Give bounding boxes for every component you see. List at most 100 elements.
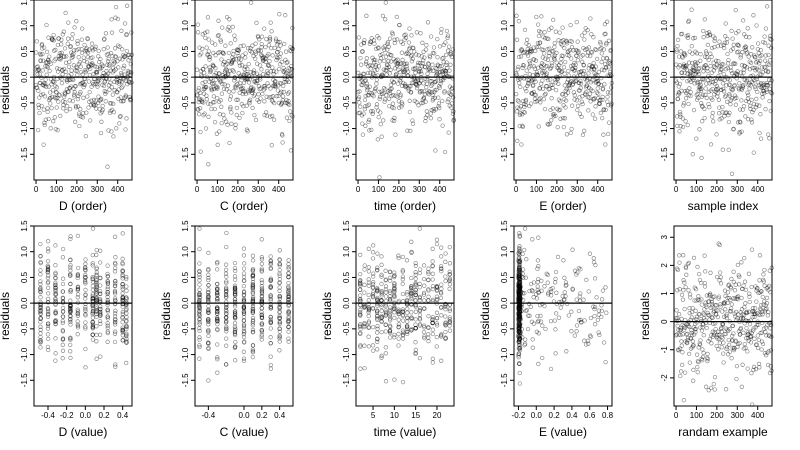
data-point [405, 306, 410, 311]
data-point [123, 127, 128, 132]
data-point [395, 94, 400, 99]
data-point [95, 84, 100, 89]
data-point [122, 21, 128, 26]
data-point [719, 116, 724, 121]
data-point [209, 86, 215, 92]
data-point [204, 97, 209, 102]
data-point [44, 72, 49, 77]
data-point [588, 80, 594, 85]
data-point [120, 75, 126, 81]
data-point [430, 331, 436, 337]
data-point [736, 49, 741, 54]
data-point [360, 80, 366, 85]
data-point [578, 85, 583, 91]
y-tick-label: 1.5 [500, 0, 509, 6]
data-point [592, 71, 597, 76]
y-tick-label: 0.5 [342, 45, 351, 57]
y-tick-label: 0.0 [342, 297, 351, 309]
data-point [36, 67, 42, 72]
scatter-points [357, 226, 453, 385]
data-point [110, 53, 115, 59]
data-point [556, 108, 561, 113]
data-point [209, 88, 214, 93]
data-point [439, 68, 445, 74]
data-point [729, 302, 734, 307]
data-point [761, 272, 766, 277]
data-point [116, 96, 121, 102]
data-point [555, 65, 561, 71]
data-point [702, 17, 707, 22]
data-point [219, 57, 224, 62]
data-point [241, 253, 247, 258]
data-point [38, 345, 43, 350]
data-point [107, 62, 112, 67]
data-point [396, 105, 402, 110]
data-point [361, 40, 367, 46]
data-point [417, 67, 422, 72]
data-point [63, 100, 68, 105]
x-tick-label: -0.4 [41, 411, 55, 420]
data-point [577, 95, 582, 100]
data-point [540, 355, 545, 361]
data-point [676, 84, 681, 89]
data-point [584, 83, 589, 88]
data-point [101, 47, 106, 52]
data-point [75, 104, 81, 109]
data-point [525, 83, 530, 88]
data-point [276, 93, 281, 99]
data-point [593, 64, 599, 69]
data-point [754, 66, 760, 71]
data-point [715, 91, 720, 96]
data-point [584, 83, 590, 88]
data-point [543, 73, 549, 78]
data-point [676, 54, 682, 59]
data-point [559, 56, 564, 61]
data-point [533, 48, 538, 53]
data-point [691, 77, 696, 82]
data-point [403, 82, 408, 87]
data-point [544, 63, 550, 69]
data-point [52, 48, 57, 53]
data-point [87, 47, 92, 52]
data-point [277, 81, 283, 86]
data-point [735, 72, 740, 77]
data-point [114, 89, 119, 94]
data-point [520, 65, 525, 70]
data-point [241, 104, 246, 109]
data-point [442, 88, 447, 94]
data-point [445, 33, 451, 38]
data-point [129, 52, 134, 57]
data-point [683, 119, 688, 124]
data-point [447, 261, 453, 266]
data-point [416, 69, 422, 74]
data-point [112, 60, 117, 65]
data-point [266, 43, 272, 48]
data-point [218, 78, 224, 84]
data-point [366, 93, 371, 98]
data-point [586, 108, 591, 113]
data-point [88, 102, 94, 108]
data-point [376, 36, 382, 41]
data-point [127, 55, 132, 60]
data-point [360, 49, 365, 54]
data-point [684, 88, 690, 94]
data-point [59, 37, 64, 42]
data-point [759, 347, 764, 352]
data-point [567, 81, 572, 87]
data-point [396, 331, 401, 337]
data-point [279, 81, 284, 86]
data-point [423, 118, 428, 124]
data-point [273, 38, 279, 43]
data-point [521, 76, 526, 81]
data-point [92, 76, 97, 81]
data-point [398, 75, 404, 80]
data-point [703, 384, 709, 389]
data-point [586, 45, 592, 50]
data-point [245, 46, 251, 51]
data-point [570, 81, 576, 86]
data-point [708, 385, 714, 391]
data-point [60, 32, 65, 37]
data-point [272, 100, 277, 106]
data-point [378, 52, 383, 58]
data-point [118, 98, 124, 104]
